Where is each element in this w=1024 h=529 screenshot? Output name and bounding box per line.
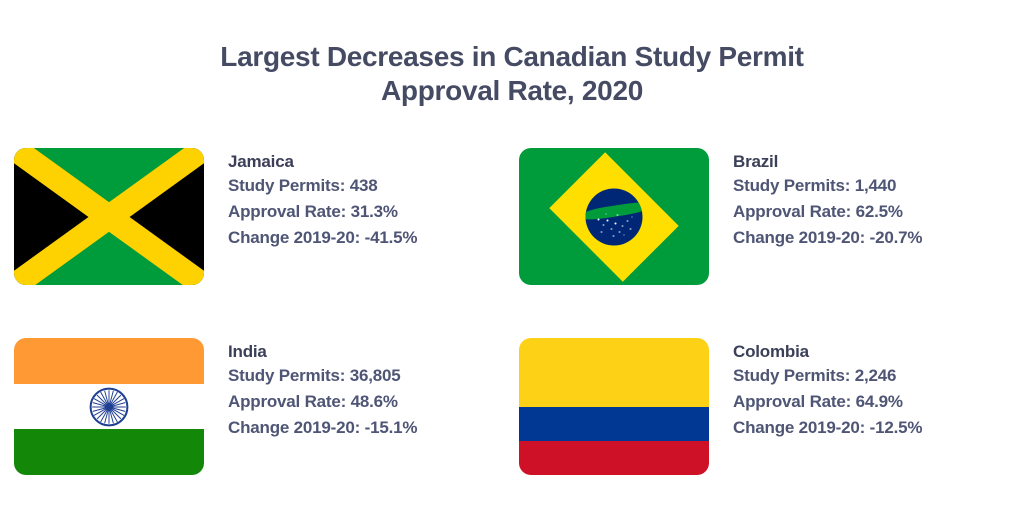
brazil-globe-icon: ORDEM E PROGRESSO	[585, 188, 643, 245]
country-info-india: India Study Permits: 36,805 Approval Rat…	[228, 340, 494, 441]
title-line-1: Largest Decreases in Canadian Study Perm…	[220, 41, 804, 72]
study-permits-line: Study Permits: 2,246	[733, 366, 897, 385]
approval-rate-line: Approval Rate: 48.6%	[228, 392, 398, 411]
country-info-colombia: Colombia Study Permits: 2,246 Approval R…	[733, 340, 999, 441]
country-name: Colombia	[733, 342, 809, 361]
change-line: Change 2019-20: -41.5%	[228, 228, 418, 247]
brazil-flag: ORDEM E PROGRESSO	[519, 148, 709, 285]
study-permits-line: Study Permits: 1,440	[733, 176, 897, 195]
change-line: Change 2019-20: -20.7%	[733, 228, 923, 247]
brazil-flag-motto: ORDEM E PROGRESSO	[591, 204, 639, 216]
approval-rate-line: Approval Rate: 31.3%	[228, 202, 398, 221]
page-title: Largest Decreases in Canadian Study Perm…	[0, 40, 1024, 108]
country-card-colombia: Colombia Study Permits: 2,246 Approval R…	[519, 338, 999, 478]
country-card-india: India Study Permits: 36,805 Approval Rat…	[14, 338, 494, 478]
ashoka-chakra-icon	[89, 387, 129, 426]
study-permits-line: Study Permits: 36,805	[228, 366, 401, 385]
approval-rate-line: Approval Rate: 64.9%	[733, 392, 903, 411]
study-permits-line: Study Permits: 438	[228, 176, 378, 195]
country-name: Brazil	[733, 152, 779, 171]
india-flag	[14, 338, 204, 475]
title-line-2: Approval Rate, 2020	[381, 75, 643, 106]
change-line: Change 2019-20: -15.1%	[228, 418, 418, 437]
country-info-brazil: Brazil Study Permits: 1,440 Approval Rat…	[733, 150, 999, 251]
colombia-flag	[519, 338, 709, 475]
approval-rate-line: Approval Rate: 62.5%	[733, 202, 903, 221]
country-info-jamaica: Jamaica Study Permits: 438 Approval Rate…	[228, 150, 494, 251]
country-name: Jamaica	[228, 152, 294, 171]
jamaica-flag	[14, 148, 204, 285]
country-card-jamaica: Jamaica Study Permits: 438 Approval Rate…	[14, 148, 494, 288]
change-line: Change 2019-20: -12.5%	[733, 418, 923, 437]
country-card-brazil: ORDEM E PROGRESSO	[519, 148, 999, 288]
country-name: India	[228, 342, 267, 361]
